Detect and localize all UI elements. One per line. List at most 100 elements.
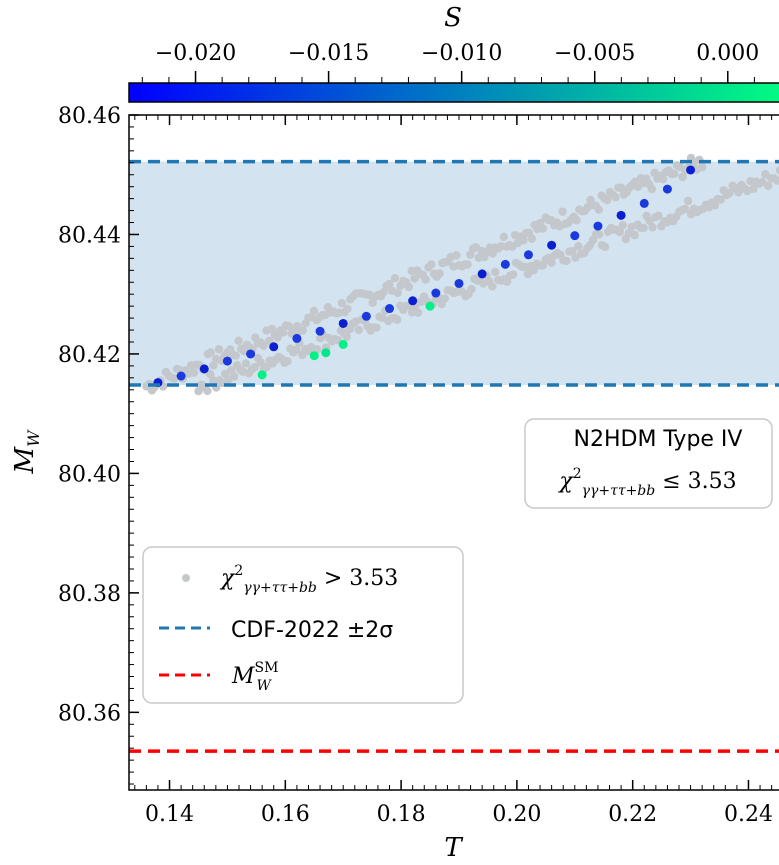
excluded-point bbox=[343, 304, 352, 313]
legend-label-cdf: CDF-2022 ±2σ bbox=[231, 618, 393, 643]
y-axis-title: MW bbox=[10, 429, 43, 475]
excluded-point bbox=[558, 207, 567, 216]
allowed-point bbox=[309, 351, 319, 361]
excluded-point bbox=[508, 270, 518, 279]
allowed-points bbox=[153, 165, 696, 388]
allowed-point bbox=[593, 221, 603, 231]
excluded-point bbox=[231, 351, 240, 360]
excluded-point bbox=[273, 333, 282, 342]
allowed-point bbox=[199, 364, 209, 374]
excluded-point bbox=[421, 275, 430, 284]
allowed-point bbox=[523, 250, 533, 260]
excluded-point bbox=[639, 223, 648, 233]
excluded-point bbox=[523, 269, 533, 279]
allowed-point bbox=[338, 318, 348, 328]
allowed-point bbox=[454, 278, 464, 288]
excluded-point bbox=[206, 369, 215, 379]
excluded-point bbox=[256, 358, 265, 367]
excluded-point bbox=[568, 246, 577, 256]
excluded-points bbox=[142, 153, 779, 396]
excluded-point bbox=[764, 181, 773, 191]
allowed-point bbox=[425, 301, 435, 311]
colorbar-tick-label: −0.010 bbox=[421, 41, 502, 66]
excluded-point bbox=[499, 232, 509, 242]
allowed-point bbox=[361, 311, 371, 321]
allowed-point bbox=[292, 333, 302, 343]
x-tick-label: 0.22 bbox=[608, 802, 657, 827]
colorbar-tick-label: −0.005 bbox=[554, 41, 635, 66]
excluded-point bbox=[697, 162, 707, 172]
y-tick-label: 80.40 bbox=[58, 462, 121, 487]
excluded-point bbox=[749, 184, 758, 193]
excluded-point bbox=[538, 224, 548, 233]
excluded-point bbox=[189, 368, 199, 377]
y-tick-label: 80.38 bbox=[58, 582, 121, 607]
excluded-point bbox=[658, 175, 668, 184]
y-tick-label: 80.44 bbox=[58, 223, 121, 248]
allowed-point bbox=[500, 259, 510, 269]
excluded-point bbox=[241, 359, 251, 368]
allowed-point bbox=[477, 269, 487, 279]
excluded-point bbox=[772, 176, 779, 185]
excluded-point bbox=[283, 357, 292, 366]
excluded-point bbox=[407, 308, 417, 317]
excluded-point bbox=[594, 230, 604, 239]
model-annotation: N2HDM Type IV χ2γγ+ττ+bb ≤ 3.53 bbox=[524, 418, 773, 509]
allowed-point bbox=[662, 184, 672, 194]
x-tick-label: 0.16 bbox=[261, 802, 310, 827]
excluded-point bbox=[547, 258, 556, 267]
allowed-point bbox=[338, 339, 348, 349]
excluded-point bbox=[734, 188, 743, 197]
allowed-point bbox=[570, 231, 580, 241]
x-axis-title: T bbox=[444, 833, 463, 863]
excluded-point bbox=[427, 260, 436, 269]
excluded-point bbox=[725, 188, 734, 198]
colorbar-tick-label: 0.000 bbox=[696, 41, 759, 66]
excluded-point bbox=[393, 315, 402, 324]
y-tick-label: 80.46 bbox=[58, 104, 121, 129]
excluded-point bbox=[413, 308, 423, 317]
excluded-point bbox=[527, 234, 536, 243]
excluded-point bbox=[279, 328, 288, 337]
excluded-point bbox=[229, 372, 239, 381]
x-axis-ticks: 0.14 0.16 0.18 0.20 0.22 0.24 bbox=[134, 115, 773, 827]
excluded-point bbox=[683, 196, 693, 206]
colorbar-tick-label: −0.020 bbox=[155, 41, 236, 66]
excluded-point bbox=[404, 282, 414, 292]
allowed-point bbox=[547, 240, 557, 250]
excluded-point bbox=[206, 348, 215, 357]
excluded-point bbox=[574, 242, 583, 251]
excluded-point bbox=[234, 336, 243, 346]
y-tick-label: 80.36 bbox=[58, 701, 121, 726]
excluded-point bbox=[214, 345, 224, 354]
excluded-point bbox=[337, 298, 347, 308]
x-tick-label: 0.18 bbox=[377, 802, 426, 827]
svg-text:MW: MW bbox=[10, 429, 43, 475]
excluded-point bbox=[562, 256, 571, 266]
excluded-point bbox=[284, 321, 294, 331]
excluded-point bbox=[618, 220, 628, 230]
allowed-point bbox=[408, 296, 418, 306]
colorbar-title: S bbox=[444, 3, 462, 33]
excluded-point bbox=[761, 170, 770, 179]
y-axis-ticks: 80.36 80.38 80.40 80.42 80.44 80.46 bbox=[58, 104, 139, 785]
legend: χ2γγ+ττ+bb > 3.53 CDF-2022 ±2σ MSM W bbox=[142, 546, 464, 704]
excluded-point bbox=[488, 282, 497, 291]
excluded-point bbox=[600, 242, 610, 252]
excluded-point bbox=[209, 361, 218, 370]
annotation-model: N2HDM Type IV bbox=[574, 427, 743, 452]
excluded-point bbox=[298, 326, 307, 335]
excluded-point bbox=[385, 279, 394, 289]
excluded-point bbox=[250, 362, 260, 372]
allowed-point bbox=[246, 349, 256, 359]
allowed-point bbox=[686, 165, 696, 175]
excluded-point bbox=[435, 269, 444, 278]
excluded-point bbox=[292, 345, 301, 354]
allowed-point bbox=[269, 342, 279, 352]
excluded-point bbox=[710, 201, 720, 210]
allowed-point bbox=[431, 288, 441, 298]
excluded-point bbox=[354, 325, 363, 335]
excluded-point bbox=[594, 205, 604, 214]
legend-label-excluded: χ2γγ+ττ+bb > 3.53 bbox=[219, 563, 398, 596]
